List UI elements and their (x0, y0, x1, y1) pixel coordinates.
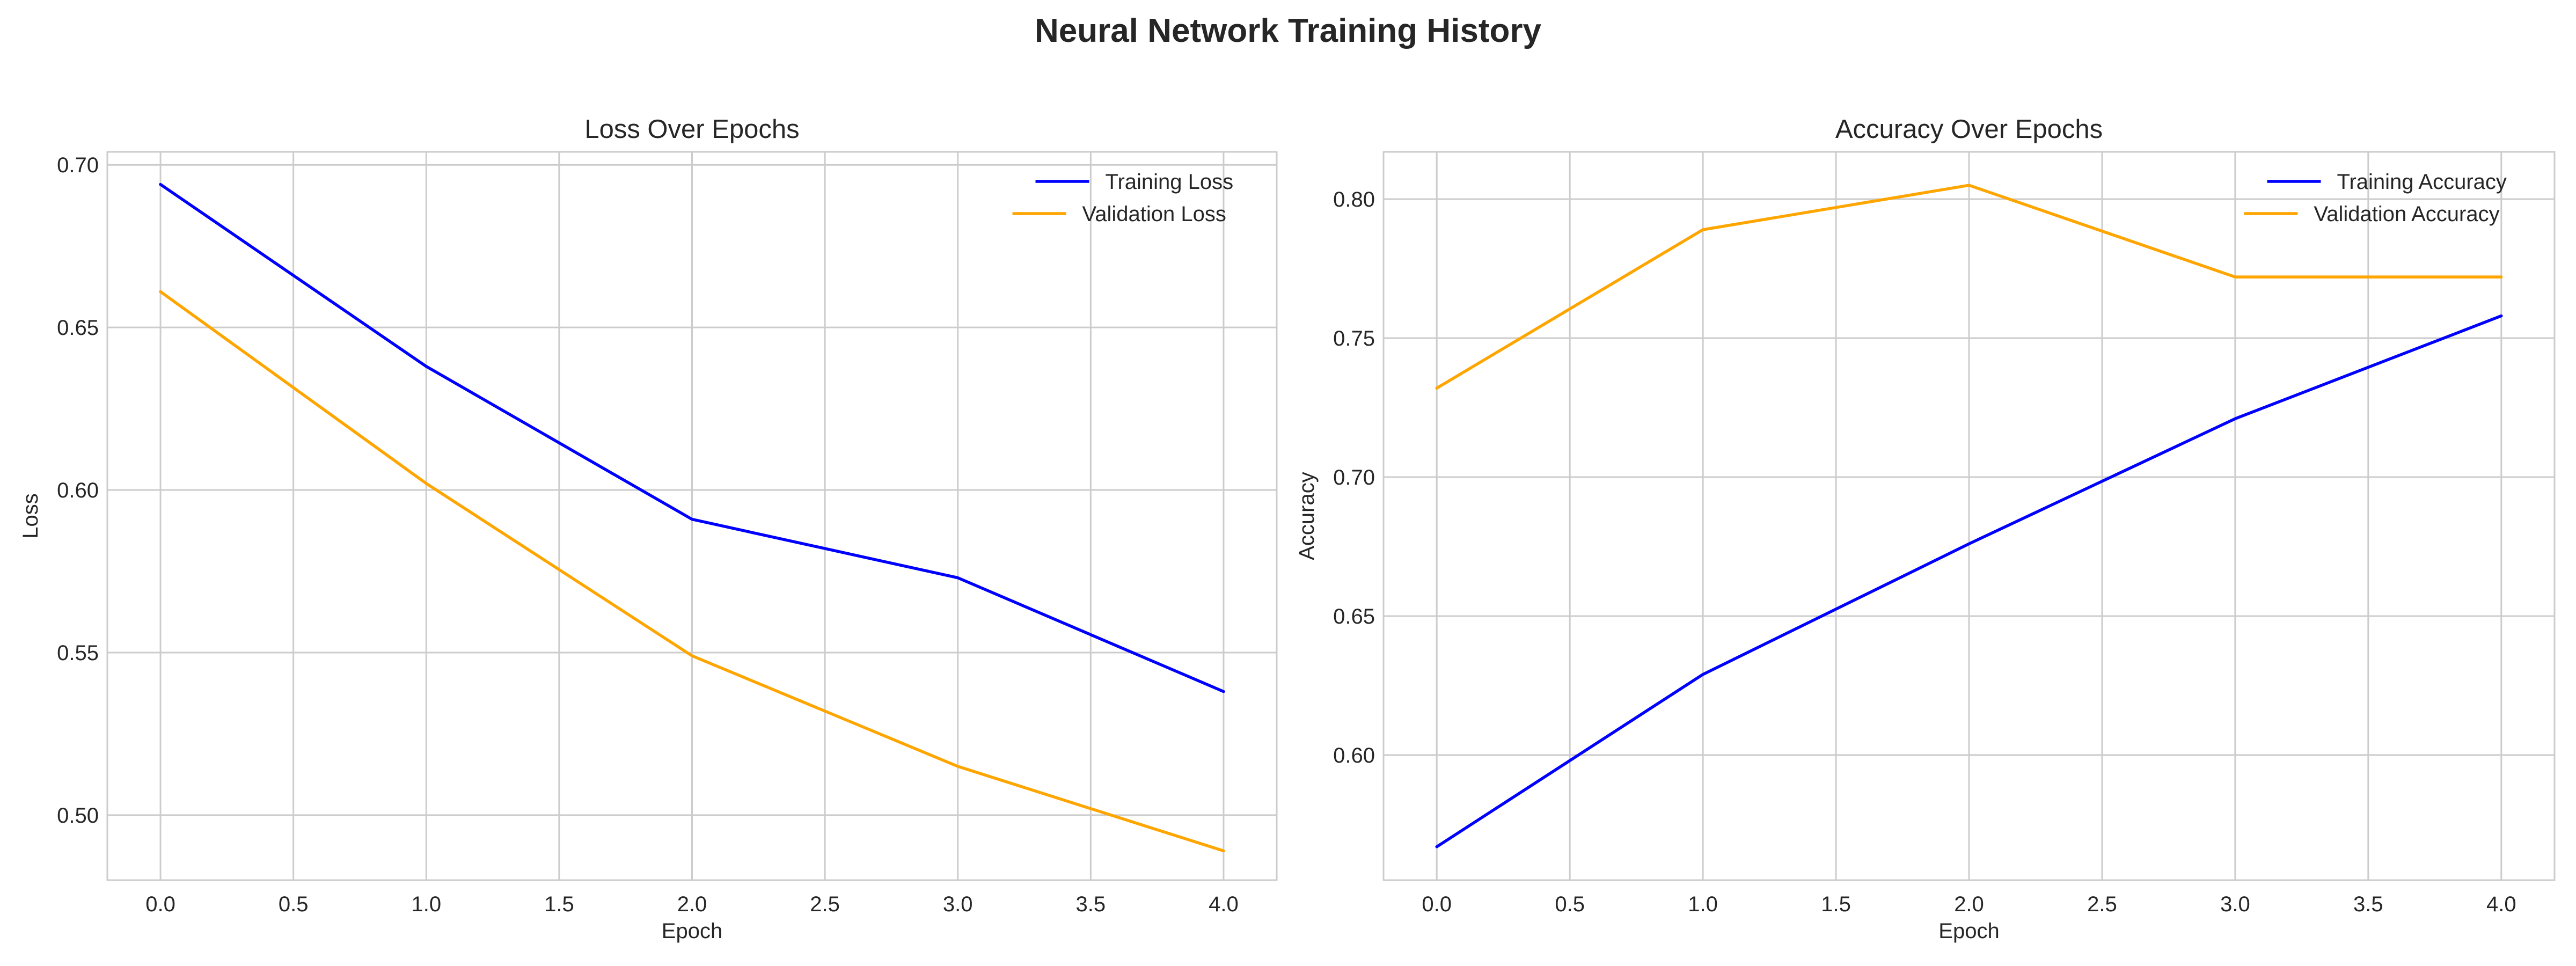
loss-x-tick-label: 0.0 (145, 892, 175, 916)
accuracy-x-tick-label: 0.5 (1555, 892, 1585, 916)
accuracy-x-tick-label: 3.5 (2353, 892, 2383, 916)
accuracy-x-tick-label: 4.0 (2486, 892, 2516, 916)
loss-legend-label: Validation Loss (1082, 202, 1226, 226)
accuracy-x-tick-label: 2.0 (1954, 892, 1984, 916)
accuracy-legend-label: Validation Accuracy (2314, 202, 2500, 226)
accuracy-series-line-training (1435, 314, 2503, 848)
loss-chart-title: Loss Over Epochs (584, 115, 799, 144)
accuracy-x-tick-label: 1.5 (1821, 892, 1851, 916)
accuracy-plot-frame (1382, 151, 2556, 881)
loss-legend-label: Training Loss (1106, 170, 1234, 194)
accuracy-x-tick-label: 1.0 (1688, 892, 1718, 916)
accuracy-chart-title: Accuracy Over Epochs (1835, 115, 2103, 144)
accuracy-x-tick-label: 2.5 (2087, 892, 2117, 916)
accuracy-y-tick-label: 0.70 (1333, 466, 1375, 489)
loss-x-tick-label: 1.0 (411, 892, 441, 916)
loss-y-tick-label: 0.70 (57, 153, 99, 177)
loss-x-tick-label: 3.5 (1076, 892, 1106, 916)
accuracy-x-tick-label: 0.0 (1422, 892, 1452, 916)
loss-plot-frame (106, 151, 1278, 881)
accuracy-y-tick-label: 0.60 (1333, 744, 1375, 767)
loss-y-tick-label: 0.55 (57, 641, 99, 665)
accuracy-y-axis-label: Accuracy (1295, 472, 1319, 560)
loss-x-axis-label: Epoch (662, 919, 722, 943)
loss-y-tick-label: 0.60 (57, 479, 99, 502)
loss-series-line-validation (159, 290, 1225, 853)
loss-x-tick-label: 3.0 (943, 892, 973, 916)
loss-x-tick-label: 2.0 (677, 892, 707, 916)
accuracy-x-axis-label: Epoch (1938, 919, 1999, 943)
loss-x-tick-label: 1.5 (544, 892, 574, 916)
accuracy-x-tick-label: 3.0 (2220, 892, 2250, 916)
loss-x-tick-label: 2.5 (810, 892, 840, 916)
loss-x-tick-label: 0.5 (279, 892, 309, 916)
accuracy-y-tick-label: 0.80 (1333, 188, 1375, 211)
loss-x-tick-label: 4.0 (1209, 892, 1239, 916)
loss-series-line-training (159, 182, 1225, 693)
accuracy-legend-label: Training Accuracy (2337, 170, 2507, 194)
accuracy-series-line-validation (1435, 184, 2503, 390)
figure-title: Neural Network Training History (1035, 12, 1541, 49)
loss-y-axis-label: Loss (19, 493, 42, 539)
accuracy-y-tick-label: 0.75 (1333, 327, 1375, 350)
loss-y-tick-label: 0.50 (57, 804, 99, 828)
accuracy-y-tick-label: 0.65 (1333, 605, 1375, 628)
loss-y-tick-label: 0.65 (57, 316, 99, 340)
